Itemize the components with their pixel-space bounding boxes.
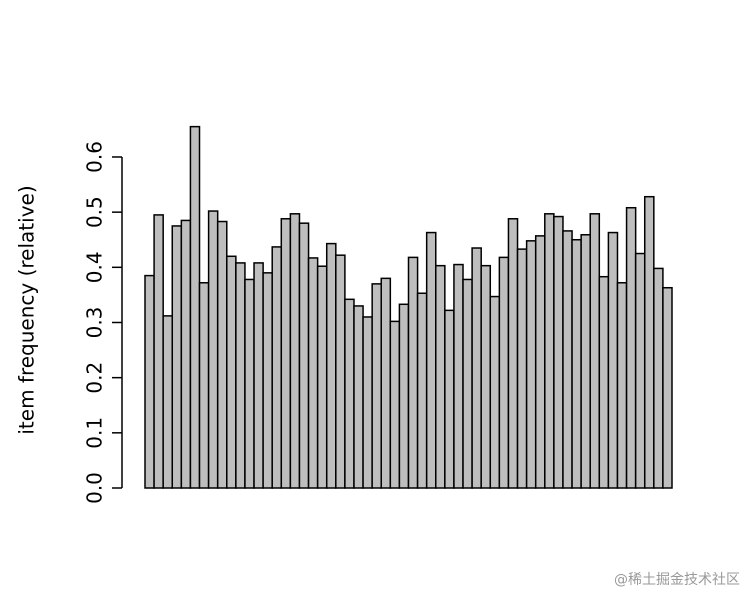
bar: [216, 220, 228, 489]
bar: [353, 305, 364, 489]
bar: [398, 303, 410, 489]
bar: [653, 267, 664, 489]
bar: [298, 222, 310, 489]
bar: [153, 214, 164, 489]
bar: [416, 292, 428, 489]
bar: [598, 275, 610, 489]
bar: [371, 283, 382, 489]
bar: [271, 246, 283, 489]
y-tick-label: 0.4: [83, 251, 107, 283]
y-axis-label: item frequency (relative): [15, 185, 39, 434]
bar: [489, 295, 501, 489]
bar: [444, 309, 455, 489]
y-tick-label: 0.6: [83, 141, 107, 173]
bar: [643, 195, 655, 489]
y-tick-label: 0.1: [83, 417, 107, 449]
bar: [589, 213, 601, 489]
bar: [207, 210, 219, 489]
y-tick-label: 0.3: [83, 307, 107, 339]
bar: [425, 231, 437, 489]
bar: [462, 278, 473, 489]
bar: [325, 242, 337, 489]
bar: [480, 264, 492, 489]
bar: [235, 262, 246, 489]
bar: [198, 282, 210, 489]
bar: [553, 215, 564, 489]
bar: [662, 286, 673, 489]
bar: [244, 278, 255, 489]
bar: [144, 274, 155, 489]
bar: [226, 255, 237, 489]
bar: [616, 282, 628, 489]
bar: [562, 230, 573, 489]
bar: [289, 213, 301, 489]
bar: [307, 257, 319, 489]
bar: [407, 256, 419, 489]
bar: [380, 277, 392, 489]
bar: [180, 219, 192, 489]
bar: [544, 213, 555, 489]
bar: [571, 238, 582, 489]
bar: [262, 272, 273, 489]
bar: [189, 125, 201, 489]
bar: [171, 225, 183, 489]
bar: [498, 256, 510, 489]
bar: [162, 315, 174, 489]
bar: [507, 218, 519, 489]
bar: [471, 247, 482, 489]
y-tick-label: 0.5: [83, 196, 107, 228]
bar: [534, 235, 546, 489]
bar: [453, 263, 464, 489]
bar: [607, 231, 619, 489]
y-tick-label: 0.2: [83, 362, 107, 394]
watermark: @稀土掘金技术社区: [614, 572, 740, 588]
bar: [625, 206, 637, 489]
bar: [253, 262, 264, 489]
bar: [516, 248, 528, 489]
bar: [344, 298, 355, 489]
bar: [335, 254, 346, 489]
bar: [389, 320, 401, 489]
y-tick-label: 0.0: [83, 472, 107, 504]
bar: [435, 264, 446, 489]
bar: [634, 252, 646, 489]
bar: [580, 234, 591, 489]
bar: [525, 240, 537, 489]
bar: [316, 265, 328, 489]
bar: [280, 218, 292, 489]
bar: [362, 316, 373, 489]
